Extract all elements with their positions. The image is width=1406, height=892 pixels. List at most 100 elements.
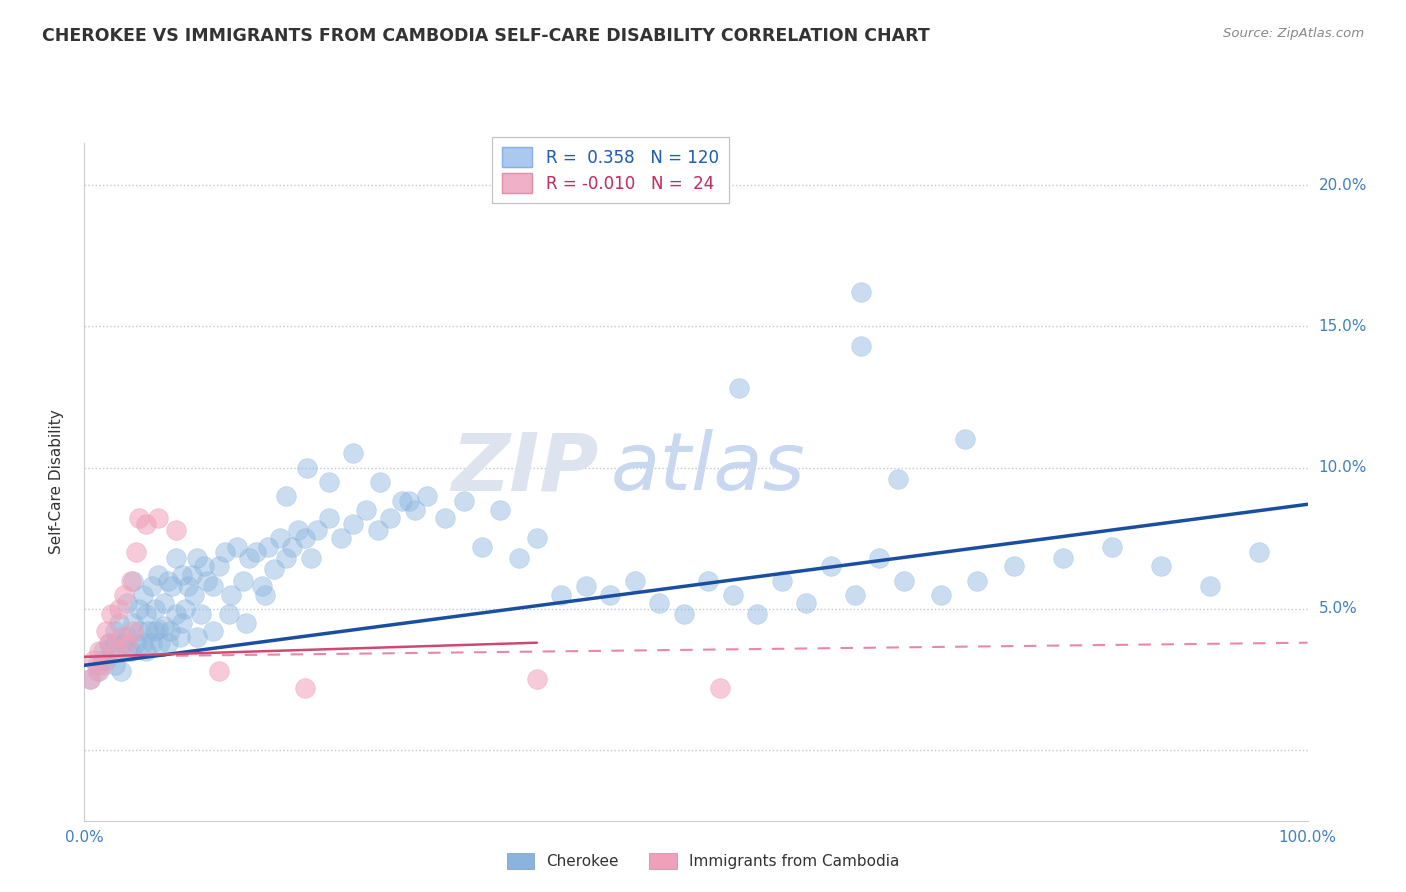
Point [250, 579, 273, 593]
Point [208, 559, 231, 574]
Point [201, 624, 224, 639]
Point [195, 574, 218, 588]
Point [100, 607, 122, 622]
Point [156, 574, 179, 588]
Point [165, 550, 187, 566]
Point [135, 516, 157, 531]
Text: 10.0%: 10.0% [1319, 460, 1367, 475]
Point [141, 635, 163, 649]
Point [115, 596, 138, 610]
Point [370, 475, 392, 489]
Point [281, 540, 304, 554]
Point [172, 568, 194, 582]
Point [238, 550, 260, 566]
Point [887, 472, 910, 486]
Point [404, 503, 426, 517]
Point [135, 644, 157, 658]
Point [172, 615, 194, 630]
Point [299, 550, 322, 566]
Point [269, 531, 291, 545]
Point [318, 511, 340, 525]
Point [770, 574, 793, 588]
Point [966, 574, 988, 588]
Point [79, 673, 101, 687]
Point [122, 574, 145, 588]
Point [1247, 545, 1270, 559]
Point [342, 446, 364, 460]
Point [120, 574, 142, 588]
Point [122, 624, 145, 639]
Point [201, 579, 224, 593]
Point [104, 658, 127, 673]
Point [254, 588, 277, 602]
Point [97, 635, 120, 649]
Point [526, 673, 548, 687]
Point [257, 540, 280, 554]
Point [849, 285, 872, 300]
Point [181, 568, 204, 582]
Legend: Cherokee, Immigrants from Cambodia: Cherokee, Immigrants from Cambodia [501, 847, 905, 875]
Point [115, 644, 138, 658]
Point [219, 588, 242, 602]
Point [727, 382, 749, 396]
Point [318, 475, 340, 489]
Point [128, 601, 150, 615]
Point [820, 559, 842, 574]
Point [1052, 550, 1074, 566]
Point [844, 588, 866, 602]
Point [575, 579, 598, 593]
Point [87, 644, 110, 658]
Y-axis label: Self-Care Disability: Self-Care Disability [49, 409, 63, 554]
Point [91, 658, 114, 673]
Point [128, 511, 150, 525]
Text: 20.0%: 20.0% [1319, 178, 1367, 193]
Point [91, 644, 114, 658]
Point [453, 494, 475, 508]
Point [1150, 559, 1173, 574]
Point [173, 601, 195, 615]
Point [79, 673, 101, 687]
Legend: R =  0.358   N = 120, R = -0.010   N =  24: R = 0.358 N = 120, R = -0.010 N = 24 [492, 137, 728, 202]
Point [86, 658, 108, 673]
Point [869, 550, 891, 566]
Point [305, 523, 328, 537]
Point [929, 588, 952, 602]
Point [342, 516, 364, 531]
Point [128, 624, 150, 639]
Point [226, 540, 249, 554]
Point [276, 489, 298, 503]
Point [599, 588, 621, 602]
Point [104, 644, 127, 658]
Point [245, 545, 267, 559]
Point [132, 588, 155, 602]
Point [153, 619, 176, 633]
Point [91, 653, 114, 667]
Point [186, 630, 208, 644]
Point [747, 607, 769, 622]
Point [893, 574, 915, 588]
Point [232, 574, 254, 588]
Point [115, 630, 138, 644]
Point [100, 641, 122, 656]
Point [218, 607, 240, 622]
Point [169, 630, 191, 644]
Text: 15.0%: 15.0% [1319, 318, 1367, 334]
Point [146, 511, 169, 525]
Point [104, 624, 127, 639]
Text: atlas: atlas [610, 429, 806, 508]
Point [87, 664, 110, 678]
Point [398, 494, 420, 508]
Point [193, 559, 215, 574]
Point [648, 596, 671, 610]
Point [471, 540, 494, 554]
Point [794, 596, 817, 610]
Point [380, 511, 402, 525]
Point [294, 531, 316, 545]
Point [143, 624, 166, 639]
Point [107, 601, 129, 615]
Point [672, 607, 695, 622]
Point [86, 664, 108, 678]
Point [141, 579, 163, 593]
Point [177, 579, 200, 593]
Point [354, 503, 377, 517]
